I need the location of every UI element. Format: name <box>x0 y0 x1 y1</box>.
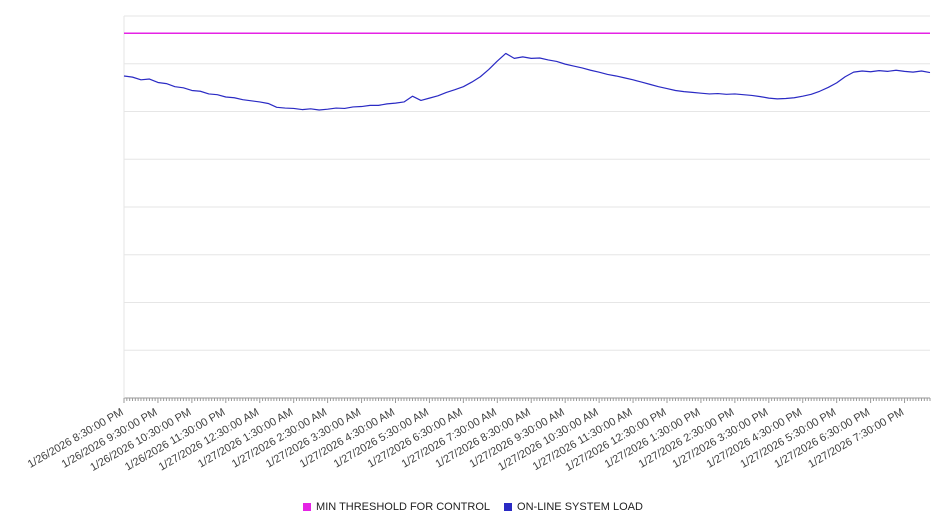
threshold-swatch-icon <box>303 503 312 511</box>
chart-legend: MIN THRESHOLD FOR CONTROL ON-LINE SYSTEM… <box>0 494 946 520</box>
legend-item-threshold[interactable]: MIN THRESHOLD FOR CONTROL <box>303 501 490 513</box>
legend-item-load[interactable]: ON-LINE SYSTEM LOAD <box>504 501 643 513</box>
legend-label-threshold: MIN THRESHOLD FOR CONTROL <box>316 501 491 513</box>
load-swatch-icon <box>504 503 513 511</box>
line-chart: 1/26/2026 8:30:00 PM1/26/2026 9:30:00 PM… <box>26 15 931 474</box>
legend-label-load: ON-LINE SYSTEM LOAD <box>517 501 643 513</box>
load-line <box>123 52 931 111</box>
